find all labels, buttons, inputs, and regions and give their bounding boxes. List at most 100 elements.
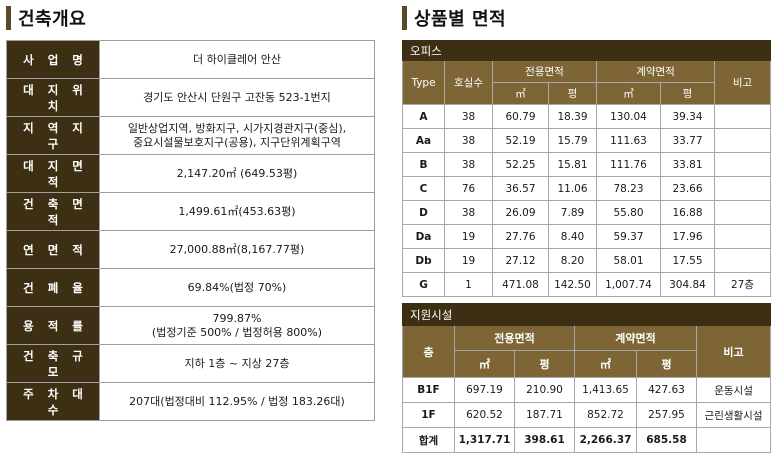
- overview-label: 건 축 면 적: [6, 192, 100, 231]
- total-note: [695, 427, 772, 453]
- cell-note: [713, 200, 772, 225]
- header-type: Type: [402, 60, 445, 105]
- overview-value: 지하 1층 ~ 지상 27층: [99, 344, 375, 383]
- cell-ex-py: 15.81: [548, 152, 597, 177]
- overview-title: 건축개요: [18, 9, 87, 30]
- overview-value-line: 경기도 안산시 단원구 고잔동 523-1번지: [143, 90, 331, 104]
- total-ct-py: 685.58: [636, 427, 697, 453]
- cell-ex-py: 210.90: [514, 377, 575, 403]
- table-row: G 1 471.08 142.50 1,007.74 304.84 27층: [402, 272, 772, 297]
- overview-section-title: 건축개요: [6, 4, 86, 32]
- table-row: C 76 36.57 11.06 78.23 23.66: [402, 176, 772, 201]
- cell-ex-py: 7.89: [548, 200, 597, 225]
- overview-row: 건 축 면 적 1,499.61㎡(453.63평): [6, 192, 375, 231]
- cell-ct-sqm: 852.72: [574, 402, 637, 428]
- overview-value-line-2: (법정기준 500% / 법정허용 800%): [151, 325, 323, 339]
- cell-note: [713, 152, 772, 177]
- total-ex-py: 398.61: [514, 427, 575, 453]
- cell-units: 38: [444, 200, 493, 225]
- table-row: A 38 60.79 18.39 130.04 39.34: [402, 104, 772, 129]
- area-title: 상품별 면적: [414, 9, 507, 30]
- cell-ct-py: 33.81: [660, 152, 715, 177]
- overview-label: 용 적 률: [6, 306, 100, 345]
- overview-value-line: 지하 1층 ~ 지상 27층: [184, 356, 290, 370]
- cell-ct-py: 23.66: [660, 176, 715, 201]
- cell-ex-sqm: 60.79: [492, 104, 549, 129]
- office-area-table: 오피스 Type 호실수 전용면적 계약면적 비고 ㎡ 평 ㎡ 평 A 38 60.…: [401, 40, 772, 297]
- cell-units: 19: [444, 248, 493, 273]
- table-row: Db 19 27.12 8.20 58.01 17.55: [402, 248, 772, 273]
- cell-ct-py: 17.55: [660, 248, 715, 273]
- header-exclusive-sqm: ㎡: [492, 82, 549, 105]
- support-area-table: 지원시설 층 전용면적 계약면적 비고 ㎡ 평 ㎡ 평 B1F 697.19 210…: [401, 303, 772, 453]
- cell-ex-sqm: 620.52: [454, 402, 515, 428]
- cell-units: 38: [444, 152, 493, 177]
- cell-ex-py: 8.40: [548, 224, 597, 249]
- cell-ct-py: 16.88: [660, 200, 715, 225]
- cell-ex-sqm: 471.08: [492, 272, 549, 297]
- cell-type: G: [402, 272, 445, 297]
- cell-units: 38: [444, 104, 493, 129]
- support-caption: 지원시설: [401, 303, 772, 326]
- header-floor: 층: [402, 325, 455, 378]
- header-exclusive-pyeong: 평: [548, 82, 597, 105]
- cell-type: Db: [402, 248, 445, 273]
- header-exclusive-area: 전용면적: [454, 325, 575, 351]
- header-contract-pyeong: 평: [660, 82, 715, 105]
- cell-type: A: [402, 104, 445, 129]
- cell-ex-sqm: 26.09: [492, 200, 549, 225]
- overview-label: 지 역 지 구: [6, 116, 100, 155]
- cell-ct-sqm: 1,413.65: [574, 377, 637, 403]
- cell-floor: B1F: [402, 377, 455, 403]
- header-contract-sqm: ㎡: [596, 82, 661, 105]
- overview-value: 경기도 안산시 단원구 고잔동 523-1번지: [99, 78, 375, 117]
- overview-value-line: 일반상업지역, 방화지구, 시가지경관지구(중심),: [127, 121, 347, 135]
- header-exclusive-sqm: ㎡: [454, 350, 515, 378]
- table-row: D 38 26.09 7.89 55.80 16.88: [402, 200, 772, 225]
- header-note: 비고: [713, 60, 772, 105]
- cell-units: 38: [444, 128, 493, 153]
- overview-table: 사 업 명 더 하이클레어 안산 대 지 위 치 경기도 안산시 단원구 고잔동 52…: [6, 40, 375, 421]
- cell-note: [713, 176, 772, 201]
- cell-note: 운동시설: [695, 377, 772, 403]
- overview-row: 용 적 률 799.87% (법정기준 500% / 법정허용 800%): [6, 306, 375, 345]
- overview-row: 사 업 명 더 하이클레어 안산: [6, 40, 375, 79]
- overview-label: 건 축 규 모: [6, 344, 100, 383]
- cell-ex-sqm: 52.19: [492, 128, 549, 153]
- cell-ex-py: 187.71: [514, 402, 575, 428]
- overview-value-line: 69.84%(법정 70%): [187, 280, 287, 294]
- table-row: 1F 620.52 187.71 852.72 257.95 근린생활시설: [402, 402, 772, 428]
- cell-ct-py: 33.77: [660, 128, 715, 153]
- overview-label: 사 업 명: [6, 40, 100, 79]
- cell-note: 27층: [713, 272, 772, 297]
- header-units: 호실수: [444, 60, 493, 105]
- cell-type: D: [402, 200, 445, 225]
- header-exclusive-pyeong: 평: [514, 350, 575, 378]
- overview-label: 대 지 위 치: [6, 78, 100, 117]
- header-note: 비고: [695, 325, 772, 378]
- overview-value: 1,499.61㎡(453.63평): [99, 192, 375, 231]
- header-contract-sqm: ㎡: [574, 350, 637, 378]
- header-contract-pyeong: 평: [636, 350, 697, 378]
- table-row: Da 19 27.76 8.40 59.37 17.96: [402, 224, 772, 249]
- office-caption: 오피스: [401, 40, 772, 61]
- cell-ex-sqm: 52.25: [492, 152, 549, 177]
- total-ex-sqm: 1,317.71: [454, 427, 515, 453]
- cell-note: 근린생활시설: [695, 402, 772, 428]
- cell-ct-sqm: 130.04: [596, 104, 661, 129]
- cell-ct-py: 304.84: [660, 272, 715, 297]
- overview-value: 27,000.88㎡(8,167.77평): [99, 230, 375, 269]
- cell-type: C: [402, 176, 445, 201]
- overview-value: 더 하이클레어 안산: [99, 40, 375, 79]
- table-row: Aa 38 52.19 15.79 111.63 33.77: [402, 128, 772, 153]
- cell-ct-py: 39.34: [660, 104, 715, 129]
- overview-value: 69.84%(법정 70%): [99, 268, 375, 307]
- cell-type: Aa: [402, 128, 445, 153]
- overview-row: 대 지 면 적 2,147.20㎡ (649.53평): [6, 154, 375, 193]
- overview-row: 건 폐 율 69.84%(법정 70%): [6, 268, 375, 307]
- overview-label: 주 차 대 수: [6, 382, 100, 421]
- overview-value: 2,147.20㎡ (649.53평): [99, 154, 375, 193]
- cell-type: B: [402, 152, 445, 177]
- cell-type: Da: [402, 224, 445, 249]
- overview-row: 지 역 지 구 일반상업지역, 방화지구, 시가지경관지구(중심), 중요시설물보호…: [6, 116, 375, 155]
